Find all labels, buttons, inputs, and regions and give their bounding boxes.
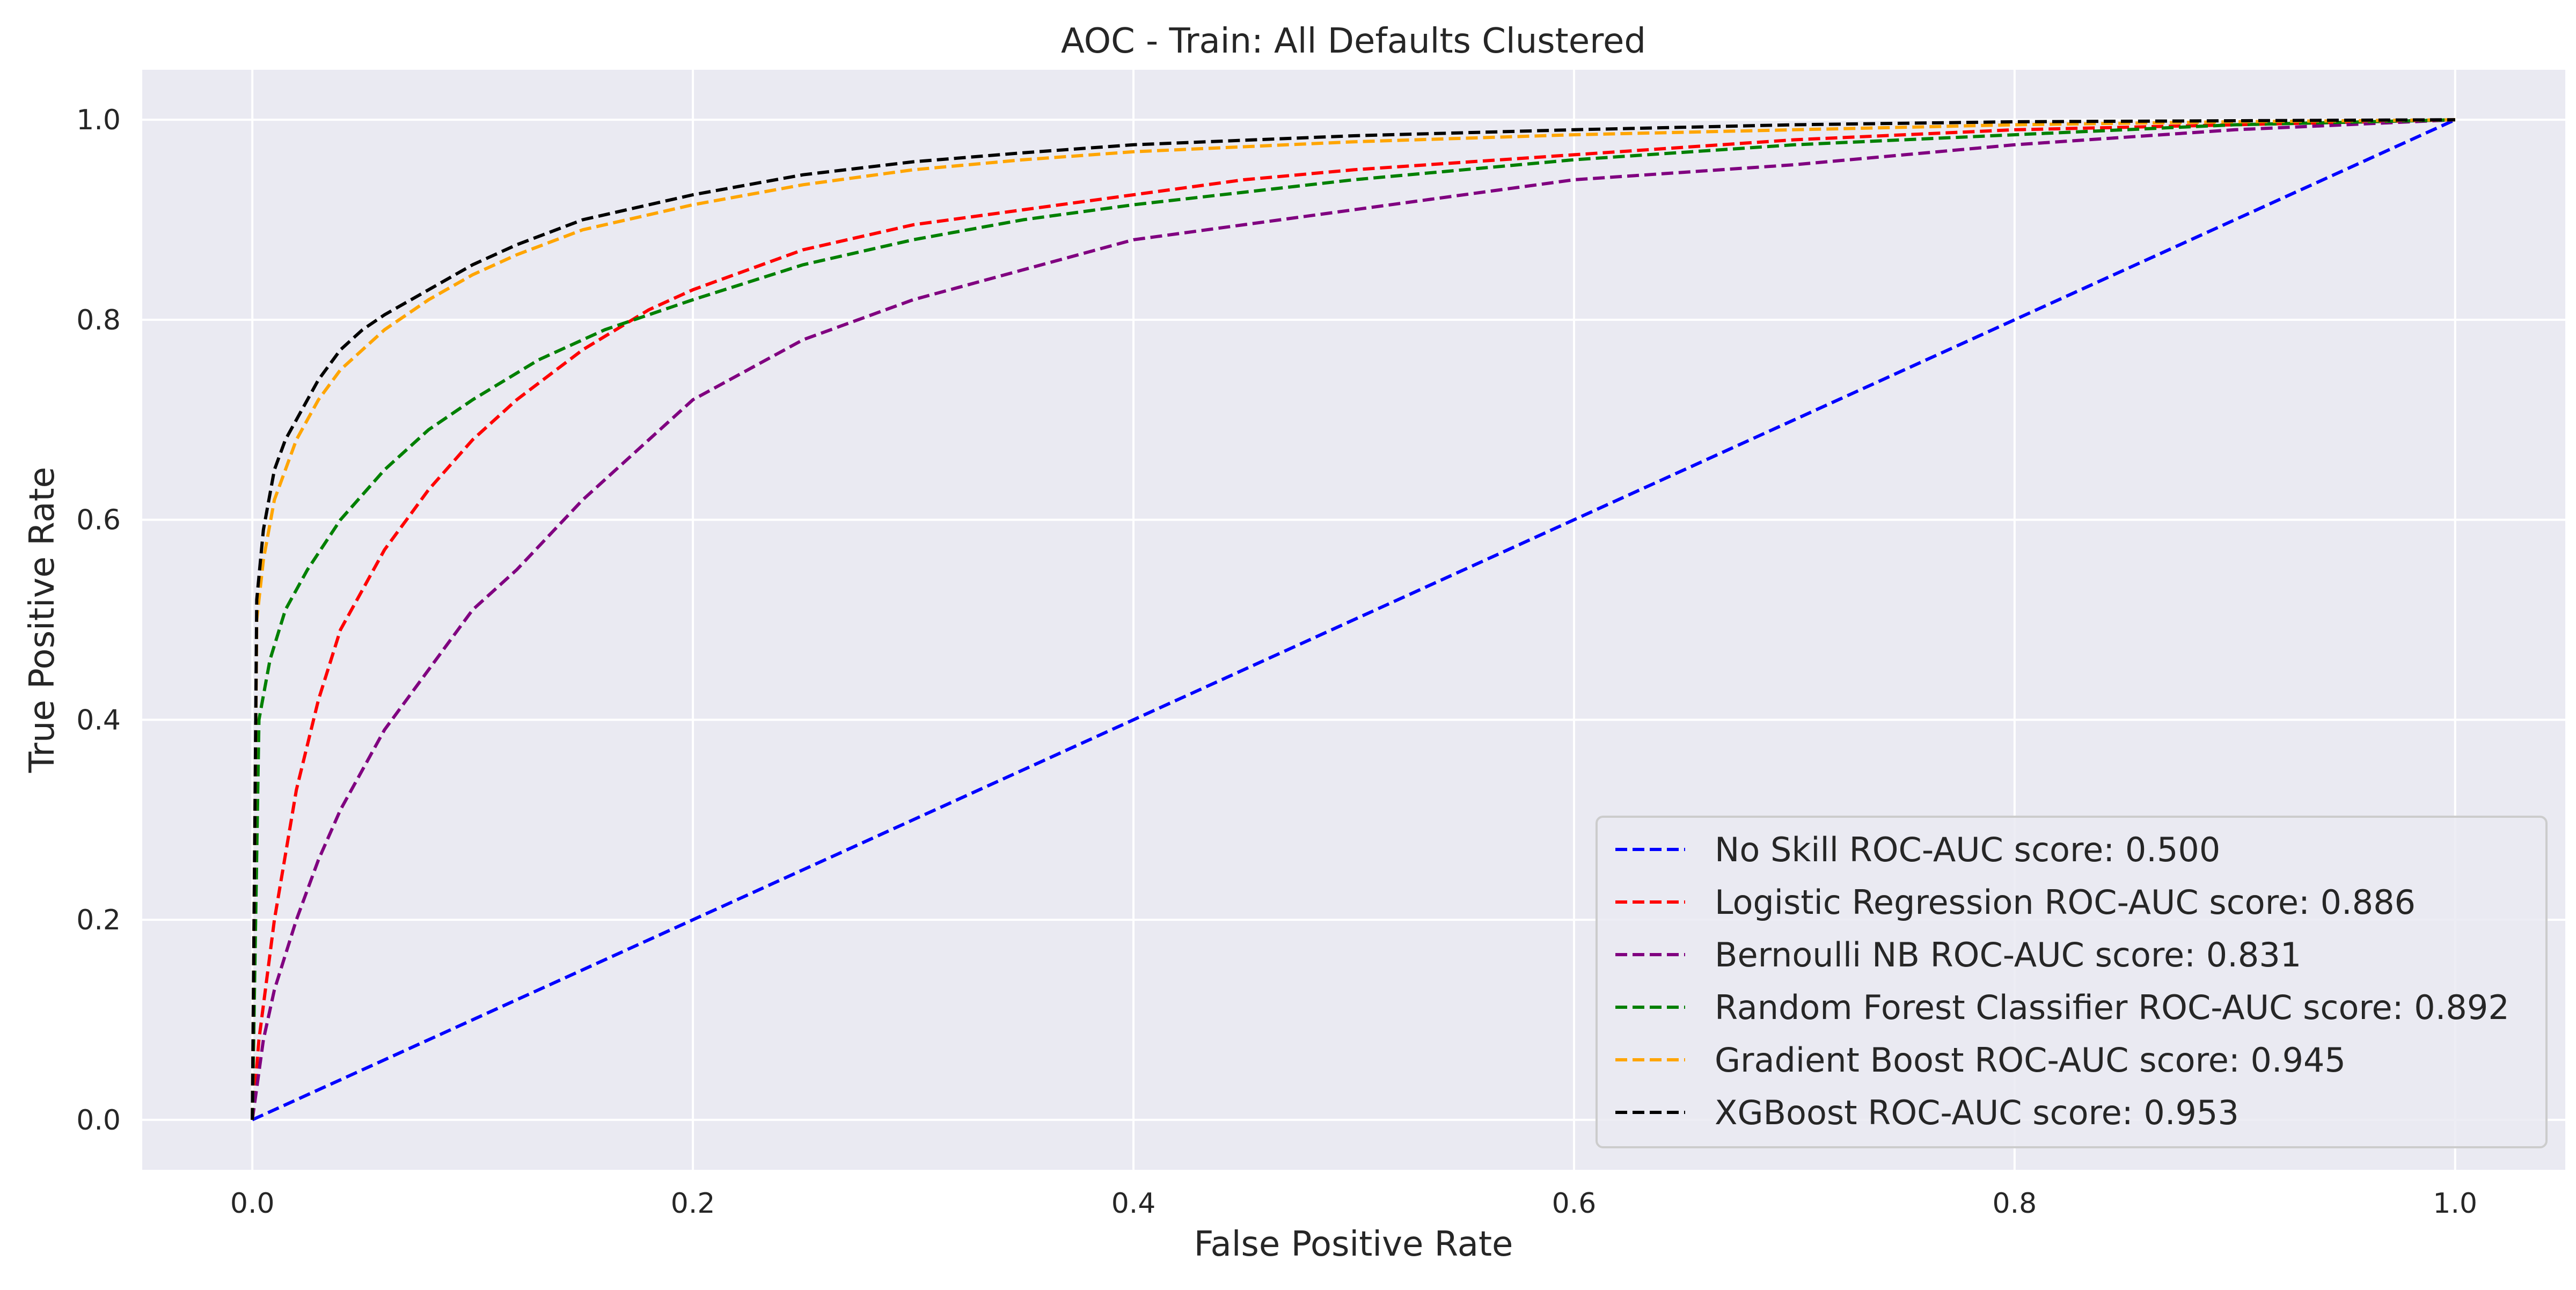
- legend-label: XGBoost ROC-AUC score: 0.953: [1715, 1093, 2239, 1132]
- x-tick-label: 0.2: [671, 1188, 715, 1220]
- legend-label: Bernoulli NB ROC-AUC score: 0.831: [1715, 935, 2301, 974]
- legend-label: Logistic Regression ROC-AUC score: 0.886: [1715, 883, 2416, 922]
- x-tick-label: 0.0: [230, 1188, 275, 1220]
- y-tick-label: 0.0: [76, 1104, 121, 1137]
- series-line: [251, 118, 2455, 1120]
- legend-label: Random Forest Classifier ROC-AUC score: …: [1715, 988, 2509, 1027]
- series-line: [251, 118, 2455, 1120]
- series-line: [251, 118, 2455, 1120]
- x-axis-label: False Positive Rate: [1194, 1225, 1513, 1264]
- y-tick-label: 0.8: [76, 304, 121, 336]
- series-line: [251, 118, 2456, 1122]
- y-axis-label: True Positive Rate: [23, 467, 62, 773]
- x-tick-label: 0.6: [1552, 1188, 1597, 1220]
- legend-frame: [1596, 816, 2548, 1148]
- y-tick-label: 1.0: [76, 104, 121, 136]
- y-tick-label: 0.4: [76, 704, 121, 736]
- chart-title: AOC - Train: All Defaults Clustered: [1061, 21, 1646, 61]
- x-tick-label: 0.4: [1111, 1188, 1156, 1220]
- y-tick-labels: 0.0 0.2 0.4 0.6 0.8 1.0: [76, 104, 121, 1137]
- series-lines: [251, 118, 2456, 1122]
- series-line: [251, 118, 2455, 1120]
- y-tick-label: 0.2: [76, 904, 121, 936]
- x-tick-label: 0.8: [1993, 1188, 2037, 1220]
- legend: No Skill ROC-AUC score: 0.500 Logistic Re…: [1596, 816, 2548, 1148]
- legend-label: No Skill ROC-AUC score: 0.500: [1715, 830, 2220, 869]
- x-tick-labels: 0.0 0.2 0.4 0.6 0.8 1.0: [230, 1188, 2477, 1220]
- x-tick-label: 1.0: [2433, 1188, 2477, 1220]
- y-tick-label: 0.6: [76, 504, 121, 537]
- legend-label: Gradient Boost ROC-AUC score: 0.945: [1715, 1040, 2346, 1080]
- series-line: [251, 118, 2455, 1120]
- legend-items: No Skill ROC-AUC score: 0.500 Logistic Re…: [1615, 830, 2509, 1132]
